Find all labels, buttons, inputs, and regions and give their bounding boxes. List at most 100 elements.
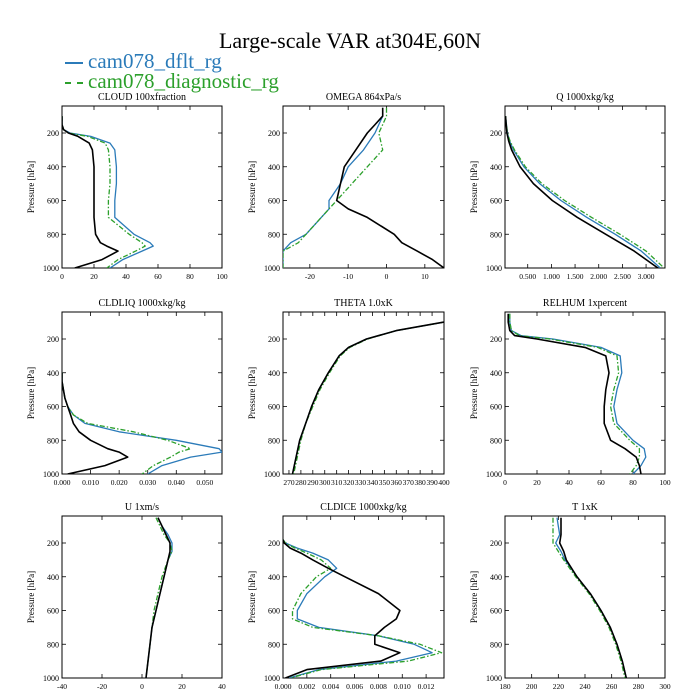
x-tick-label: -20 — [97, 682, 107, 691]
x-tick-label: 1.000 — [543, 272, 560, 281]
panel-title: THETA 1.0xK — [334, 298, 393, 309]
y-axis-label: Pressure [hPa] — [26, 161, 36, 213]
panel-title: T 1xK — [572, 502, 598, 513]
x-tick-label: 20 — [178, 682, 186, 691]
y-tick-label: 400 — [47, 369, 59, 378]
panel-title: CLDICE 1000xkg/kg — [320, 502, 406, 513]
series-line-cam078-dflt-rg — [283, 107, 384, 268]
series-line-ref — [291, 321, 444, 474]
x-tick-label: 180 — [499, 682, 511, 691]
x-tick-label: 0.006 — [346, 682, 363, 691]
x-tick-label: 0.050 — [196, 478, 213, 487]
x-tick-label: 0 — [60, 272, 64, 281]
y-axis-label: Pressure [hPa] — [247, 161, 257, 213]
panel-title: OMEGA 864xPa/s — [326, 92, 401, 103]
x-tick-label: 0 — [385, 272, 389, 281]
x-tick-label: 380 — [415, 478, 427, 487]
panel-frame — [504, 105, 666, 269]
y-tick-label: 600 — [490, 607, 502, 616]
x-tick-label: 0 — [503, 478, 507, 487]
y-tick-label: 800 — [490, 640, 502, 649]
x-tick-label: 370 — [403, 478, 415, 487]
x-tick-label: 80 — [629, 478, 637, 487]
y-tick-label: 1000 — [486, 264, 502, 273]
x-tick-label: 0.000 — [275, 682, 292, 691]
legend-label-dflt: cam078_dflt_rg — [88, 49, 222, 73]
x-tick-label: -10 — [343, 272, 353, 281]
y-axis-label: Pressure [hPa] — [247, 367, 257, 419]
series-line-cam078-diagnostic-rg — [283, 539, 443, 678]
y-tick-label: 200 — [268, 539, 280, 548]
y-tick-label: 600 — [268, 403, 280, 412]
series-line-ref — [507, 313, 642, 474]
series-line-cam078-diagnostic-rg — [293, 321, 444, 474]
x-tick-label: 60 — [154, 272, 162, 281]
y-tick-label: 800 — [268, 640, 280, 649]
y-tick-label: 1000 — [264, 264, 280, 273]
y-axis-label: Pressure [hPa] — [469, 571, 479, 623]
panel-title: CLDLIQ 1000xkg/kg — [99, 298, 186, 309]
series-line-ref — [335, 107, 444, 268]
panel-frame — [282, 105, 445, 269]
y-axis-label: Pressure [hPa] — [247, 571, 257, 623]
series-line-cam078-dflt-rg — [62, 372, 222, 474]
series-line-ref — [62, 372, 129, 474]
x-tick-label: 0.004 — [322, 682, 339, 691]
series-line-cam078-diagnostic-rg — [283, 107, 388, 268]
x-tick-label: 0 — [140, 682, 144, 691]
series-line-ref — [558, 517, 628, 678]
series-line-ref — [505, 116, 659, 268]
y-tick-label: 1000 — [486, 470, 502, 479]
series-line-ref — [145, 517, 171, 678]
y-tick-label: 800 — [268, 436, 280, 445]
x-tick-label: 400 — [438, 478, 450, 487]
x-tick-label: 320 — [343, 478, 355, 487]
x-tick-label: 0.000 — [54, 478, 71, 487]
y-tick-label: 400 — [490, 369, 502, 378]
y-tick-label: 800 — [47, 640, 59, 649]
x-tick-label: -40 — [57, 682, 67, 691]
x-tick-label: 300 — [319, 478, 331, 487]
y-tick-label: 200 — [47, 335, 59, 344]
y-tick-label: 200 — [490, 335, 502, 344]
series-line-cam078-diagnostic-rg — [509, 313, 641, 474]
y-tick-label: 200 — [47, 129, 59, 138]
panel-frame — [282, 515, 445, 679]
x-tick-label: 10 — [421, 272, 429, 281]
panel-frame — [61, 311, 223, 475]
panel-frame — [61, 105, 223, 269]
y-tick-label: 200 — [490, 129, 502, 138]
x-tick-label: 280 — [295, 478, 307, 487]
y-tick-label: 400 — [490, 163, 502, 172]
x-tick-label: 360 — [391, 478, 403, 487]
x-tick-label: 350 — [379, 478, 391, 487]
x-tick-label: 330 — [355, 478, 367, 487]
y-tick-label: 600 — [47, 197, 59, 206]
panel-title: CLOUD 100xfraction — [98, 92, 186, 103]
x-tick-label: 0.040 — [168, 478, 185, 487]
x-tick-label: 0.500 — [519, 272, 536, 281]
series-line-cam078-dflt-rg — [283, 539, 433, 678]
y-tick-label: 600 — [47, 403, 59, 412]
x-tick-label: 300 — [659, 682, 671, 691]
x-tick-label: 0.010 — [394, 682, 411, 691]
x-tick-label: 40 — [218, 682, 226, 691]
y-tick-label: 800 — [268, 230, 280, 239]
panel-title: U 1xm/s — [125, 502, 159, 513]
y-tick-label: 600 — [47, 607, 59, 616]
x-tick-label: 100 — [216, 272, 228, 281]
x-tick-label: 240 — [579, 682, 591, 691]
panel-title: RELHUM 1xpercent — [543, 298, 627, 309]
panel-frame — [504, 515, 666, 679]
x-tick-label: 0.008 — [370, 682, 387, 691]
panel-frame — [504, 311, 666, 475]
y-tick-label: 400 — [47, 573, 59, 582]
x-tick-label: 80 — [186, 272, 194, 281]
legend-label-diagnostic: cam078_diagnostic_rg — [88, 69, 279, 93]
x-tick-label: -20 — [305, 272, 315, 281]
x-tick-label: 290 — [307, 478, 319, 487]
y-tick-label: 600 — [490, 403, 502, 412]
